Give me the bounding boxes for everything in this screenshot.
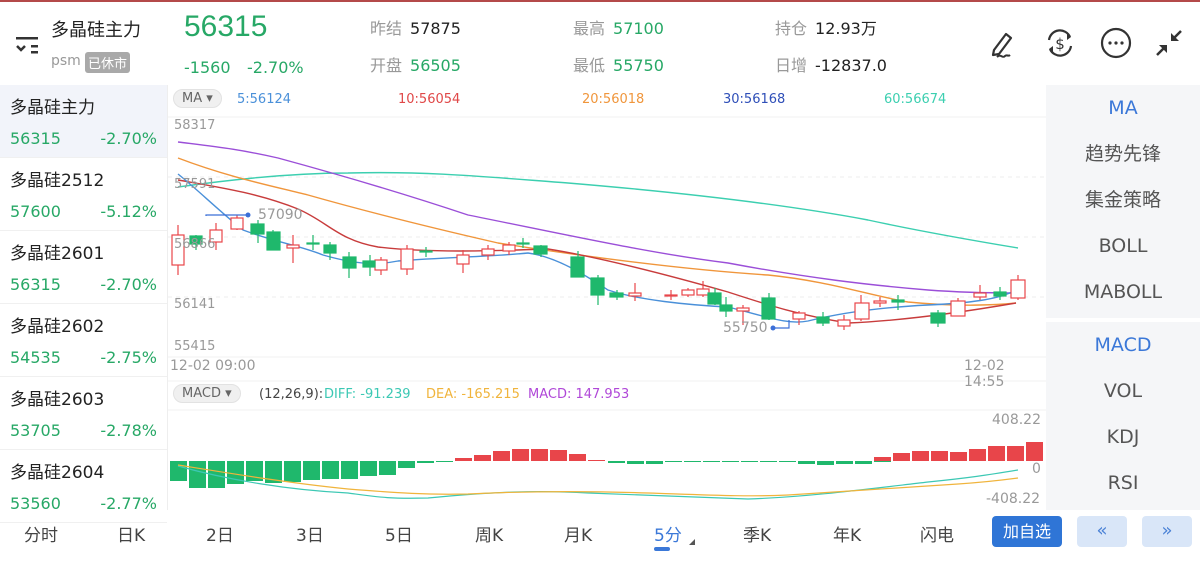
sidebar-item-2602[interactable]: 多晶硅2602 54535 -2.75%	[0, 304, 167, 377]
sidebar-item-main[interactable]: 多晶硅主力 56315 -2.70%	[0, 85, 167, 158]
indicator-trend-pioneer[interactable]: 趋势先锋	[1084, 143, 1161, 165]
indicator-panel: MA 趋势先锋 集金策略 BOLL MABOLL MACD VOL KDJ RS…	[1046, 85, 1200, 510]
macd-selector[interactable]: MACD ▾	[173, 384, 241, 403]
active-tab-indicator	[654, 547, 670, 551]
contract-sidebar: 多晶硅主力 56315 -2.70% 多晶硅2512 57600 -5.12% 多晶…	[0, 85, 168, 523]
tab-3day[interactable]: 3日	[296, 526, 324, 546]
diff-legend: DIFF: -91.239	[324, 387, 411, 402]
stat-low: 最低 55750	[573, 56, 664, 75]
y-axis-label: 58317	[174, 118, 216, 133]
top-accent-line	[0, 0, 1200, 2]
contract-name: 多晶硅主力	[51, 20, 141, 41]
y-axis-label: 56866	[174, 237, 216, 252]
price-change: -1560	[184, 58, 231, 77]
indicator-divider	[1046, 318, 1200, 322]
price-change-pct: -2.70%	[247, 58, 304, 77]
tab-2day[interactable]: 2日	[206, 526, 234, 546]
sidebar-item-2603[interactable]: 多晶硅2603 53705 -2.78%	[0, 377, 167, 450]
tab-intraday[interactable]: 分时	[24, 526, 58, 546]
macd-axis-bottom: -408.22	[986, 491, 1041, 507]
ma20-legend: 20:56018	[582, 92, 645, 107]
macd-legend: MACD: 147.953	[528, 387, 630, 402]
tab-daily[interactable]: 日K	[117, 526, 146, 546]
ma10-legend: 10:56054	[398, 92, 461, 107]
tab-yearly[interactable]: 年K	[833, 526, 862, 546]
contract-code: psm	[51, 53, 81, 69]
macd-params: (12,26,9):	[259, 387, 324, 402]
ma60-legend: 60:56674	[884, 92, 947, 107]
next-button[interactable]: »	[1142, 516, 1192, 547]
stat-prev-settle: 昨结 57875	[370, 19, 461, 38]
draw-icon[interactable]	[986, 26, 1020, 60]
x-axis-end: 12-02 14:55	[964, 358, 1005, 390]
kline-chart[interactable]: MA ▾ 5:56124 10:56054 20:56018 30:56168 …	[168, 85, 1046, 510]
currency-exchange-icon[interactable]: $	[1043, 26, 1077, 60]
high-marker-label: 57090	[258, 207, 303, 223]
ma-selector[interactable]: MA ▾	[173, 89, 222, 108]
x-axis-start: 12-02 09:00	[170, 358, 256, 374]
tab-dropdown-icon[interactable]	[689, 539, 695, 545]
main-indicator-list: MA 趋势先锋 集金策略 BOLL MABOLL	[1046, 85, 1200, 315]
y-axis-label: 55415	[174, 339, 216, 354]
low-marker-label: 55750	[723, 320, 768, 336]
ma5-legend: 5:56124	[237, 92, 292, 107]
period-tab-bar: 分时 日K 2日 3日 5日 周K 月K 5分 季K 年K 闪电 加自选 « »	[0, 510, 1200, 570]
tab-monthly[interactable]: 月K	[564, 526, 593, 546]
macd-axis-zero: 0	[1032, 461, 1041, 477]
collapse-icon[interactable]	[1152, 26, 1186, 60]
indicator-macd[interactable]: MACD	[1094, 334, 1152, 356]
indicator-boll[interactable]: BOLL	[1098, 235, 1148, 257]
sidebar-item-2512[interactable]: 多晶硅2512 57600 -5.12%	[0, 158, 167, 231]
indicator-vol[interactable]: VOL	[1103, 380, 1143, 402]
sub-indicator-list: MACD VOL KDJ RSI	[1046, 322, 1200, 506]
tab-weekly[interactable]: 周K	[475, 526, 504, 546]
last-price: 56315	[184, 10, 268, 43]
more-icon[interactable]	[1099, 26, 1133, 60]
ma30-legend: 30:56168	[723, 92, 786, 107]
indicator-ma[interactable]: MA	[1108, 97, 1138, 119]
quote-header: 多晶硅主力 psm 已休市 56315 -1560 -2.70% 昨结 57875…	[0, 2, 1200, 85]
indicator-fund-strategy[interactable]: 集金策略	[1084, 189, 1161, 211]
y-axis-label: 57591	[174, 177, 216, 192]
indicator-rsi[interactable]: RSI	[1107, 472, 1139, 494]
chart-canvas	[168, 116, 1046, 500]
market-status-badge: 已休市	[85, 52, 131, 73]
indicator-kdj[interactable]: KDJ	[1106, 426, 1140, 448]
tab-quarterly[interactable]: 季K	[743, 526, 772, 546]
sidebar-item-2604[interactable]: 多晶硅2604 53560 -2.77%	[0, 450, 167, 523]
stat-open: 开盘 56505	[370, 56, 461, 75]
dea-legend: DEA: -165.215	[426, 387, 520, 402]
stat-daily-change: 日增 -12837.0	[775, 56, 887, 75]
tab-5min[interactable]: 5分	[654, 526, 682, 546]
tab-lightning[interactable]: 闪电	[920, 526, 954, 546]
prev-button[interactable]: «	[1077, 516, 1127, 547]
macd-axis-top: 408.22	[992, 412, 1041, 428]
stat-open-interest: 持仓 12.93万	[775, 19, 877, 38]
svg-text:$: $	[1055, 35, 1065, 53]
sidebar-item-2601[interactable]: 多晶硅2601 56315 -2.70%	[0, 231, 167, 304]
contract-list-icon[interactable]	[14, 34, 42, 56]
y-axis-label: 56141	[174, 297, 216, 312]
indicator-maboll[interactable]: MABOLL	[1083, 281, 1163, 303]
tab-5day[interactable]: 5日	[385, 526, 413, 546]
add-watchlist-button[interactable]: 加自选	[992, 516, 1062, 547]
stat-high: 最高 57100	[573, 19, 664, 38]
